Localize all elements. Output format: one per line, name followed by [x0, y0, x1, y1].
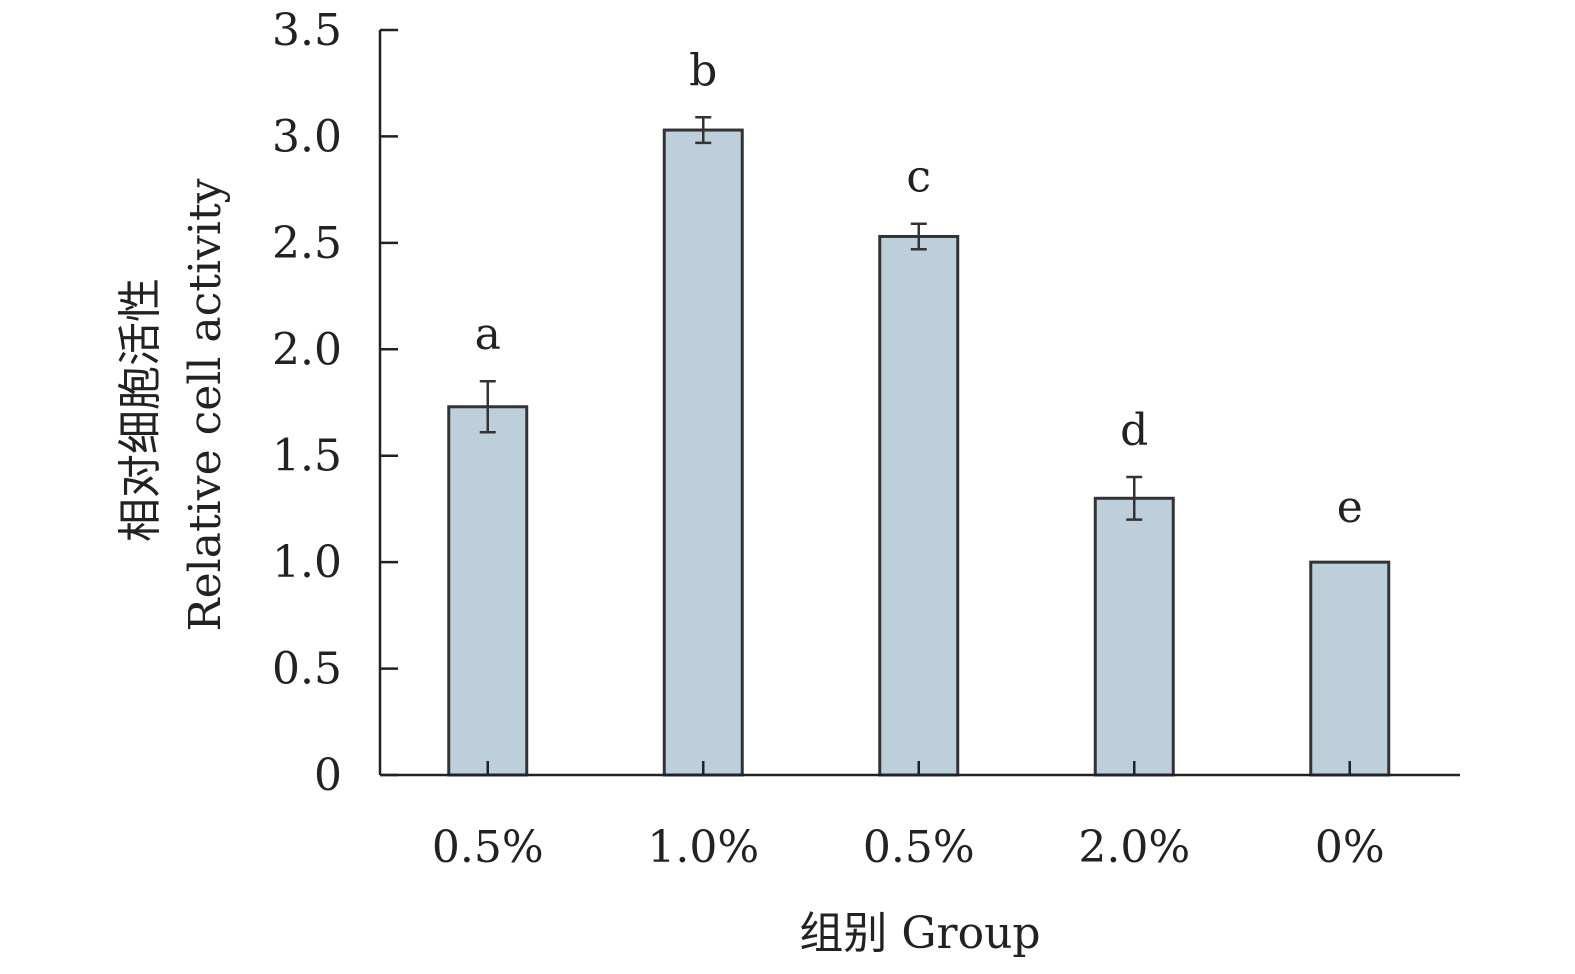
error-bars: [479, 116, 1143, 521]
significance-letter: e: [1337, 482, 1363, 533]
x-tick-label: 2.0%: [1078, 822, 1190, 873]
bar: [662, 128, 744, 777]
significance-letters: a b c d e: [475, 45, 1363, 533]
y-tick-label: 1.5: [272, 431, 342, 482]
significance-letter: a: [475, 309, 501, 360]
x-axis-ticks: 0.5% 1.0% 0.5% 2.0% 0%: [432, 761, 1385, 873]
x-tick-label: 0%: [1315, 822, 1385, 873]
y-axis-title-line1: 相对细胞活性: [115, 278, 166, 542]
y-tick-label: 0: [314, 750, 342, 801]
x-tick-label: 0.5%: [432, 822, 544, 873]
bars: [447, 128, 1391, 777]
y-tick-label: 3.0: [272, 111, 342, 162]
bar: [447, 405, 529, 777]
significance-letter: c: [906, 152, 931, 203]
y-tick-label: 2.0: [272, 324, 342, 375]
x-tick-label: 1.0%: [647, 822, 759, 873]
significance-letter: d: [1120, 405, 1148, 456]
bar: [1093, 496, 1175, 777]
y-axis-title: 相对细胞活性 Relative cell activity: [115, 178, 231, 631]
y-axis-ticks: 0 0.5 1.0 1.5 2.0 2.5 3.0 3.5: [272, 5, 398, 801]
y-tick-label: 2.5: [272, 218, 342, 269]
y-tick-label: 1.0: [272, 537, 342, 588]
x-axis-title: 组别 Group: [799, 908, 1040, 959]
y-tick-label: 3.5: [272, 5, 342, 56]
y-axis-title-line2: Relative cell activity: [180, 178, 231, 631]
x-tick-label: 0.5%: [863, 822, 975, 873]
bar: [1309, 560, 1391, 777]
bar: [878, 234, 960, 777]
significance-letter: b: [689, 45, 717, 96]
y-tick-label: 0.5: [272, 644, 342, 695]
